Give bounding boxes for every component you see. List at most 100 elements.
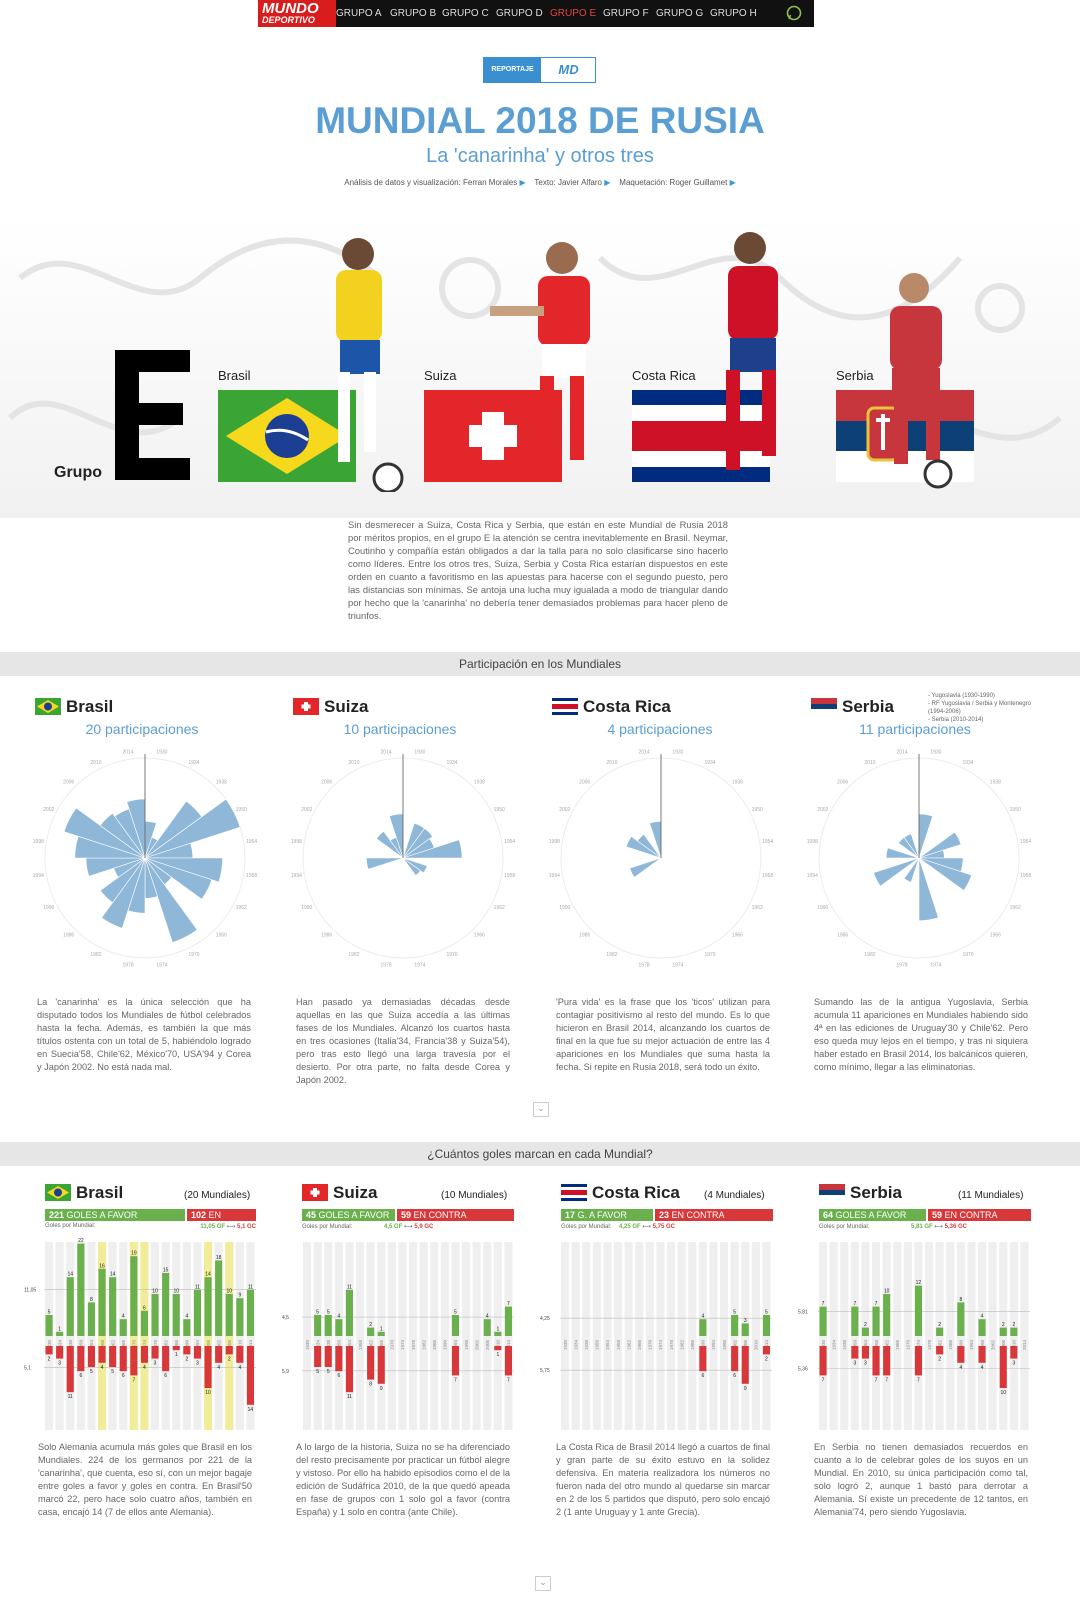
- avg-favor-label: 4,25: [540, 1316, 550, 1322]
- bar-contra: [957, 1346, 965, 1363]
- radial-year-label: 1950: [494, 807, 505, 813]
- year-tick: 1982: [163, 1339, 168, 1350]
- bar-contra: [451, 1346, 459, 1376]
- bar-contra-label: 4: [238, 1365, 241, 1371]
- radial-year-label: 1930: [930, 749, 941, 755]
- year-tick: 1962: [368, 1339, 373, 1350]
- nav-grupo-a[interactable]: GRUPO A: [336, 8, 382, 19]
- radial-year-label: 1954: [1020, 839, 1031, 845]
- year-tick: 1970: [648, 1339, 653, 1350]
- bar-favor: [56, 1331, 64, 1336]
- bar-favor: [345, 1289, 353, 1336]
- year-tick: 1950: [337, 1339, 342, 1350]
- chevron-down-icon[interactable]: ⌄: [533, 1102, 549, 1117]
- year-tick: 1954: [863, 1339, 868, 1350]
- radial-year-label: 1978: [897, 963, 908, 969]
- nav-grupo-c[interactable]: GRUPO C: [442, 8, 489, 19]
- bar-contra: [699, 1346, 707, 1372]
- player-serbia: [890, 273, 953, 489]
- bar-contra: [119, 1346, 127, 1372]
- bar-contra-label: 4: [143, 1365, 146, 1371]
- radial-year-label: 1962: [752, 905, 763, 911]
- nav-grupo-f[interactable]: GRUPO F: [603, 8, 649, 19]
- goals-contra-costa-rica: 23 EN CONTRA: [655, 1209, 773, 1221]
- year-column: [988, 1242, 997, 1430]
- radial-year-label: 2014: [897, 749, 908, 755]
- bar-contra: [151, 1346, 159, 1359]
- chevron-down-icon[interactable]: ⌄: [535, 1576, 551, 1591]
- radial-year-label: 2006: [837, 780, 848, 786]
- radial-wedge: [636, 833, 662, 859]
- bar-favor-label: 5: [454, 1310, 457, 1316]
- year-tick: 1978: [411, 1339, 416, 1350]
- radial-year-label: 1994: [807, 873, 818, 879]
- twitter-icon[interactable]: ▶: [519, 178, 526, 187]
- goals-contra-suiza: 59 EN CONTRA: [397, 1209, 514, 1221]
- bar-contra-label: 10: [1000, 1390, 1006, 1396]
- mundo-deportivo-logo[interactable]: MUNDO DEPORTIVO: [258, 0, 336, 27]
- bar-favor: [883, 1294, 891, 1336]
- bar-favor: [936, 1327, 944, 1336]
- bar-contra-label: 11: [347, 1394, 352, 1400]
- nav-grupo-d[interactable]: GRUPO D: [496, 8, 543, 19]
- bar-favor: [314, 1315, 322, 1336]
- year-tick: 1934: [315, 1339, 320, 1350]
- bar-favor: [504, 1306, 512, 1336]
- radial-year-label: 2006: [63, 780, 74, 786]
- year-tick: 1986: [174, 1339, 179, 1350]
- credit-name[interactable]: Ferran Morales: [463, 178, 518, 187]
- bar-contra: [172, 1346, 180, 1351]
- radial-year-label: 2002: [43, 807, 54, 813]
- team-label-suiza: Suiza: [424, 368, 457, 383]
- year-tick: 2014: [1022, 1339, 1027, 1350]
- year-column: [829, 1242, 838, 1430]
- flag-icon-costa-rica: [552, 698, 578, 715]
- year-column: [667, 1242, 676, 1430]
- whatsapp-icon[interactable]: [786, 5, 802, 24]
- avg-favor-label: 11,05: [24, 1288, 36, 1294]
- section-header-goles: ¿Cuántos goles marcan en cada Mundial?: [0, 1142, 1080, 1166]
- year-tick: 1998: [206, 1339, 211, 1350]
- nav-grupo-g[interactable]: GRUPO G: [656, 8, 704, 19]
- radial-year-label: 2002: [559, 807, 570, 813]
- bar-favor-label: 7: [875, 1301, 878, 1307]
- bar-contra-label: 9: [380, 1386, 383, 1392]
- credit-label: Análisis de datos y visualización:: [344, 178, 461, 187]
- bar-favor-label: 7: [822, 1301, 825, 1307]
- twitter-icon[interactable]: ▶: [729, 178, 736, 187]
- radial-year-label: 2010: [864, 760, 875, 766]
- bar-contra-label: 5: [90, 1369, 93, 1375]
- year-column: [387, 1242, 396, 1430]
- bar-contra-label: 6: [79, 1373, 82, 1379]
- nav-grupo-b[interactable]: GRUPO B: [390, 8, 437, 19]
- radial-year-label: 1938: [990, 780, 1001, 786]
- year-column: [614, 1242, 623, 1430]
- bar-contra-label: 4: [959, 1365, 962, 1371]
- radial-wedge: [885, 847, 920, 859]
- bar-favor: [45, 1315, 53, 1336]
- team-header-costa-rica: Costa Rica: [552, 697, 671, 717]
- radial-year-label: 1930: [672, 749, 683, 755]
- radial-year-label: 1994: [291, 873, 302, 879]
- nav-grupo-e[interactable]: GRUPO E: [550, 8, 597, 19]
- year-tick: 2010: [1012, 1339, 1017, 1350]
- year-column: [893, 1242, 902, 1430]
- radial-year-label: 1998: [33, 839, 44, 845]
- bar-contra: [324, 1346, 332, 1367]
- twitter-icon[interactable]: ▶: [604, 178, 611, 187]
- bar-contra: [56, 1346, 64, 1359]
- bar-favor: [851, 1306, 859, 1336]
- team-label-brasil: Brasil: [218, 368, 251, 383]
- credit-name[interactable]: Roger Guillamet: [669, 178, 728, 187]
- year-tick: 1938: [326, 1339, 331, 1350]
- year-column: [582, 1242, 591, 1430]
- nav-grupo-h[interactable]: GRUPO H: [710, 8, 757, 19]
- bar-favor: [204, 1277, 212, 1336]
- radial-wedge: [101, 857, 146, 929]
- radial-year-label: 2006: [579, 780, 590, 786]
- team-header-suiza: Suiza: [293, 697, 368, 717]
- bar-favor-label: 5: [765, 1310, 768, 1316]
- credit-name[interactable]: Javier Alfaro: [557, 178, 602, 187]
- radial-year-label: 1930: [156, 749, 167, 755]
- participations-brasil: 20 participaciones: [85, 721, 199, 737]
